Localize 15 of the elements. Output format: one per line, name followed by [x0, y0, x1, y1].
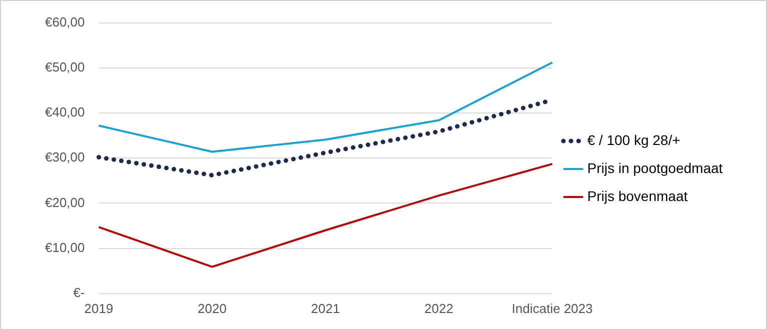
y-tick-label: €-	[73, 284, 85, 300]
x-tick-label: 2019	[84, 300, 114, 316]
legend-label: Prijs in pootgoedmaat	[587, 160, 723, 176]
x-tick-label: 2021	[311, 300, 340, 316]
y-tick-label: €60,00	[44, 14, 85, 30]
x-tick-label: Indicatie 2023	[512, 300, 593, 316]
y-tick-label: €30,00	[44, 150, 85, 165]
y-tick-label: €10,00	[44, 240, 85, 255]
legend-label: Prijs bovenmaat	[587, 188, 688, 204]
y-tick-label: €40,00	[44, 104, 85, 120]
y-tick-label: €20,00	[44, 194, 85, 210]
y-tick-label: €50,00	[44, 59, 85, 74]
x-tick-label: 2020	[198, 300, 227, 316]
legend-label: € / 100 kg 28/+	[587, 132, 680, 148]
x-tick-label: 2022	[424, 300, 454, 316]
